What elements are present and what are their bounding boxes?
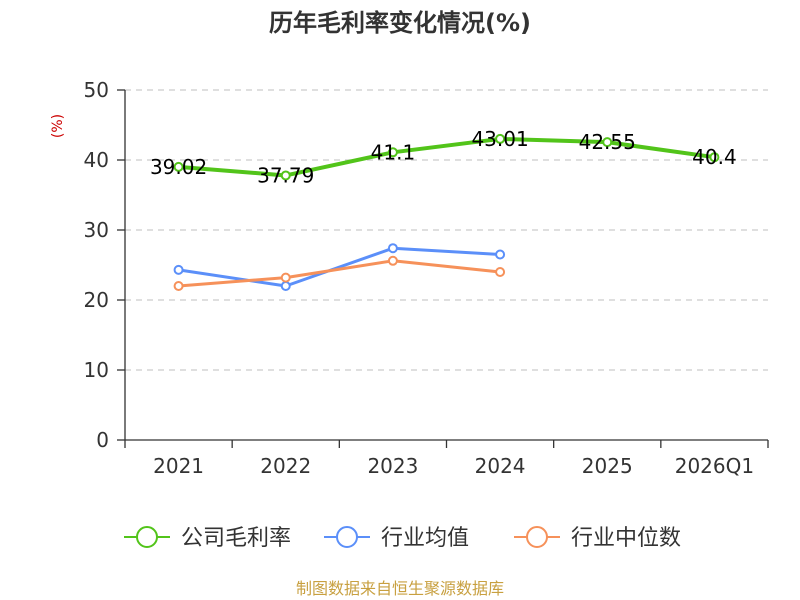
grid-lines: [125, 89, 768, 371]
axes: 0 10 20 30 40 50 2021 2022 2023 2024 2025 2026Q1: [84, 78, 769, 478]
y-tick-label: 40: [84, 148, 109, 172]
data-point: [495, 133, 506, 144]
series-lines: [173, 133, 720, 291]
y-tick-label: 50: [84, 78, 109, 102]
x-tick-label: 2025: [582, 454, 633, 478]
y-axis-unit: (%): [50, 114, 66, 138]
data-point: [495, 267, 506, 277]
data-point: [387, 147, 398, 158]
legend-marker: [136, 526, 158, 548]
legend: 公司毛利率 行业均值 行业中位数: [124, 526, 681, 551]
data-labels: 39.02 37.79 41.1 43.01 42.55 40.4: [150, 127, 737, 188]
data-label: 42.55: [579, 130, 636, 154]
data-label: 41.1: [371, 140, 416, 164]
x-tick-label: 2026Q1: [675, 454, 754, 478]
data-point: [280, 170, 291, 181]
y-tick-label: 0: [96, 428, 109, 452]
legend-marker: [336, 526, 358, 548]
y-tick-label: 30: [84, 218, 109, 242]
data-label: 40.4: [692, 145, 737, 169]
series-line: [178, 259, 501, 288]
data-point: [173, 161, 184, 172]
data-point: [387, 255, 398, 266]
data-point: [280, 281, 291, 291]
data-point: [280, 272, 291, 283]
x-tick-label: 2022: [260, 454, 311, 478]
data-point: [387, 243, 398, 254]
data-point: [173, 264, 184, 275]
series-line: [178, 246, 501, 288]
data-label: 39.02: [150, 155, 207, 179]
x-tick-label: 2021: [153, 454, 204, 478]
x-tick-label: 2024: [475, 454, 526, 478]
data-label: 37.79: [257, 163, 314, 187]
data-point: [495, 249, 506, 260]
data-point: [709, 152, 720, 163]
legend-label: 公司毛利率: [181, 526, 291, 551]
legend-marker: [526, 526, 548, 548]
x-tick-label: 2023: [367, 454, 418, 478]
chart-title: 历年毛利率变化情况(%): [269, 9, 531, 37]
data-label: 43.01: [471, 127, 528, 151]
data-point: [602, 137, 613, 148]
legend-label: 行业中位数: [571, 526, 681, 551]
y-tick-label: 10: [84, 358, 109, 382]
series-line: [178, 136, 715, 178]
source-note: 制图数据来自恒生聚源数据库: [296, 579, 504, 598]
data-point: [173, 281, 184, 291]
legend-label: 行业均值: [381, 526, 469, 551]
y-tick-label: 20: [84, 288, 109, 312]
